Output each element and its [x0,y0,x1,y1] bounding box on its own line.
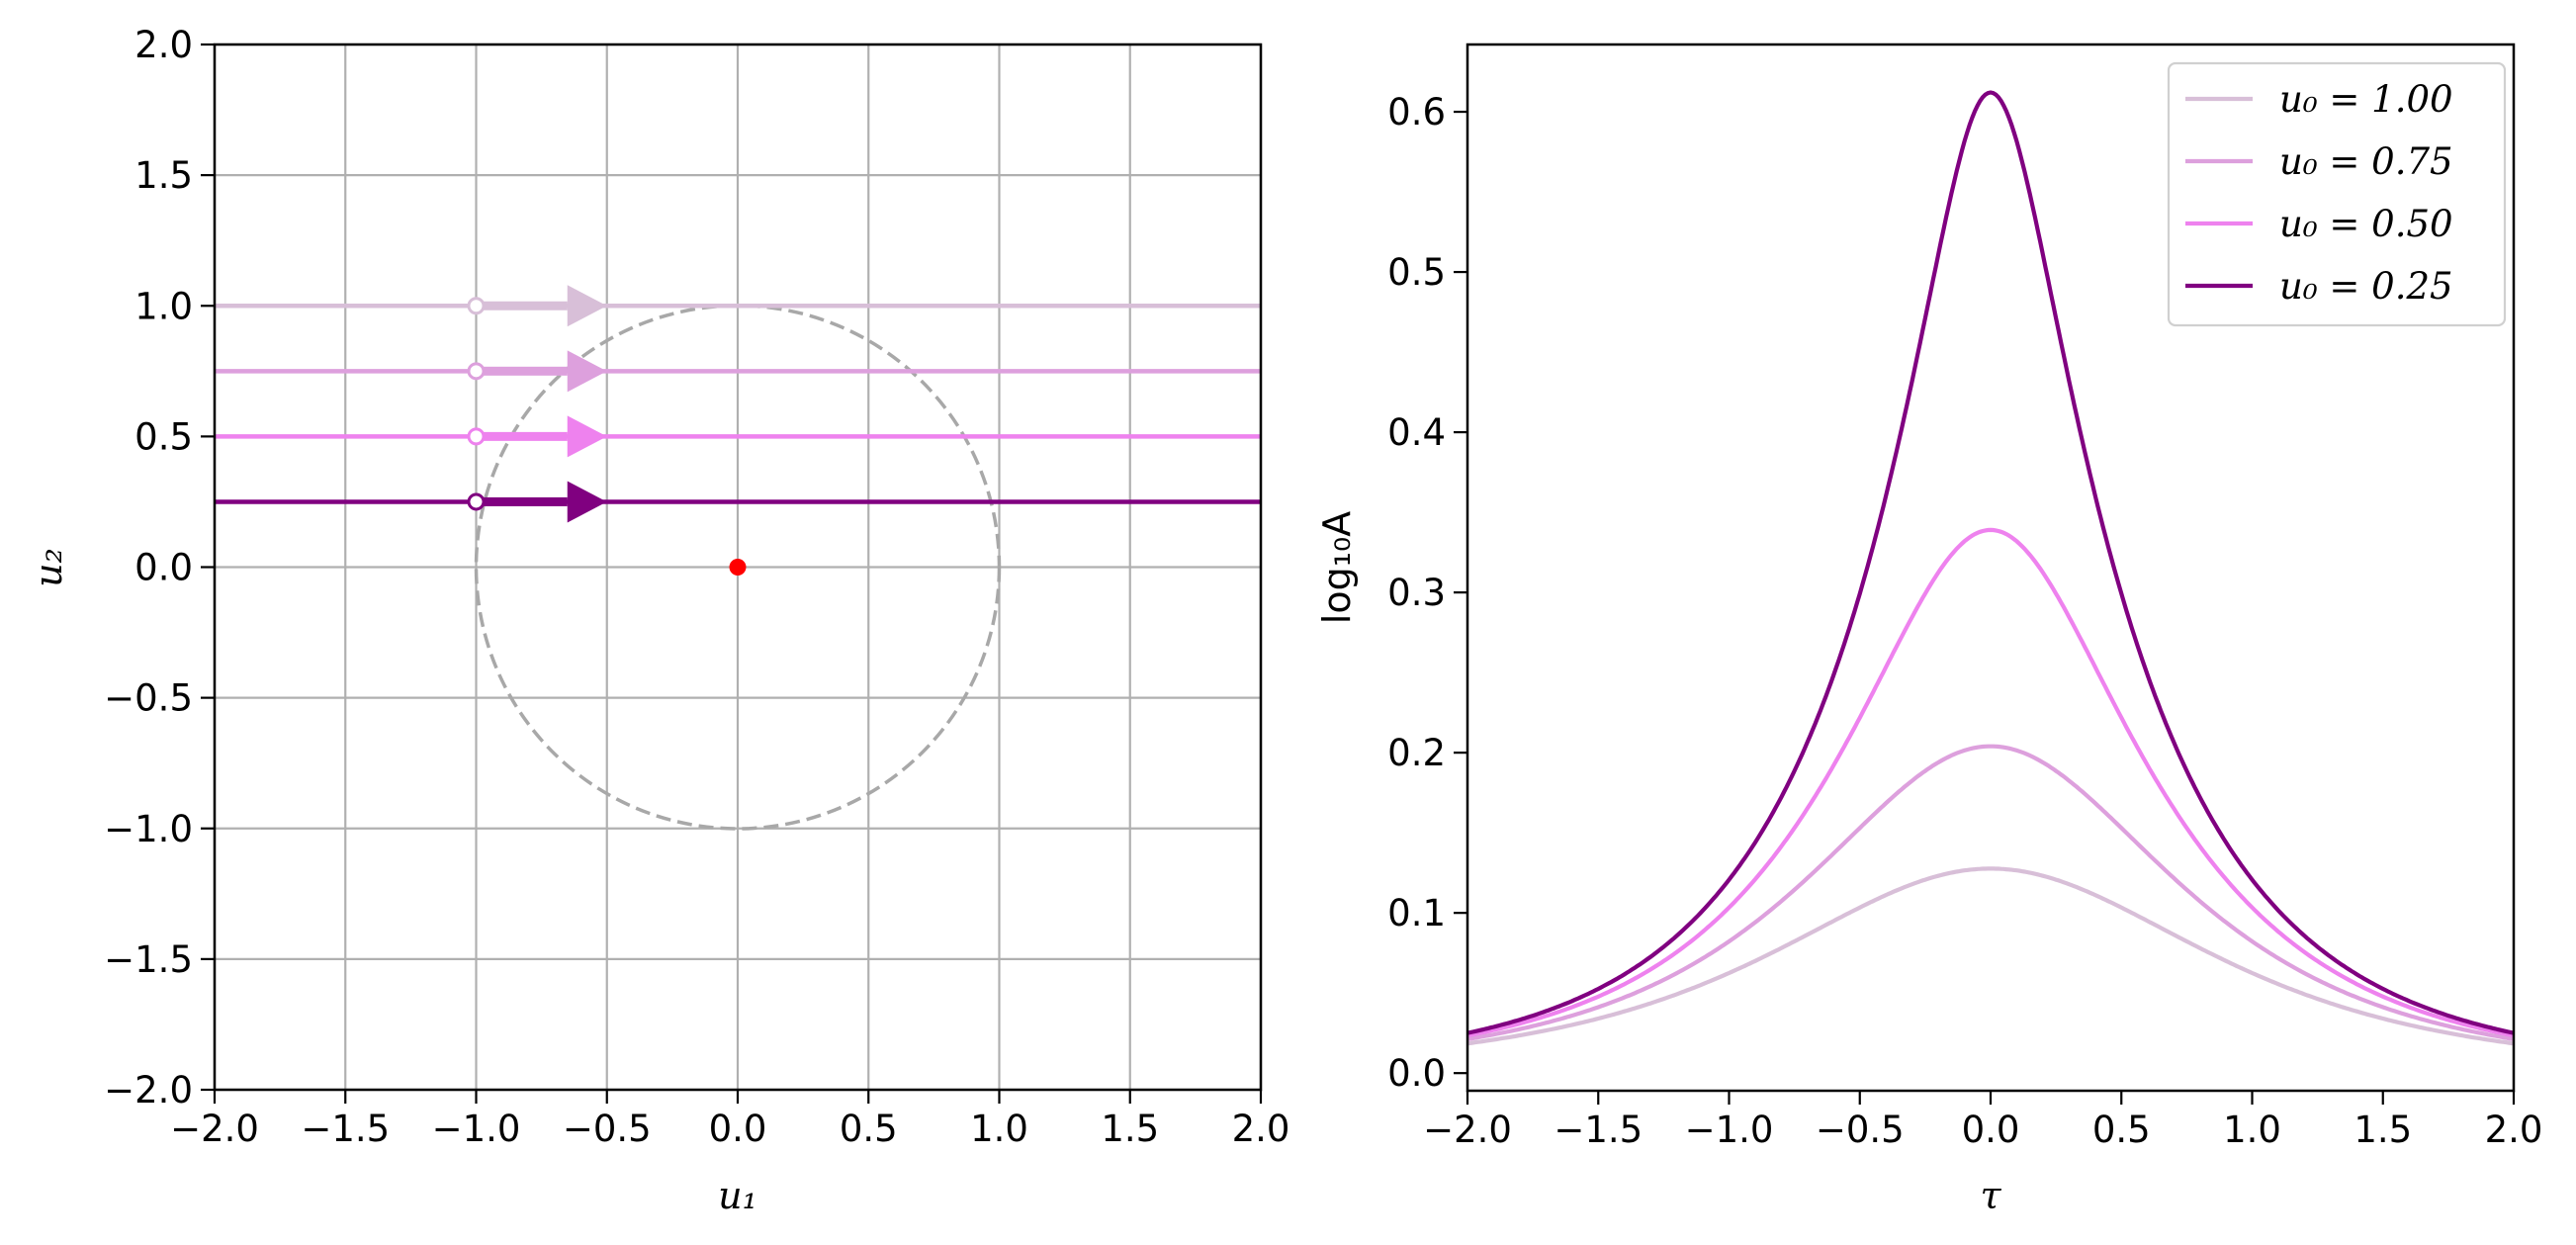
x-tick-label: −1.0 [432,1108,521,1150]
x-tick-label: −0.5 [1816,1109,1905,1151]
x-tick-label: 0.5 [2092,1109,2151,1151]
y-tick-label: 1.0 [134,285,193,327]
legend: u₀ = 1.00 u₀ = 0.75 u₀ = 0.50 u₀ = 0.25 [2167,61,2507,327]
legend-label: u₀ = 0.25 [2279,265,2453,308]
trajectory-plot: −2.0 −1.5 −1.0 −0.5 0.0 0.5 1.0 1.5 2.0−2.0−1.5−… [104,24,1289,1150]
y-tick-label: 2.0 [134,24,193,66]
right-ylabel: log₁₀A [1315,511,1359,624]
x-tick-label: −1.5 [1554,1109,1643,1151]
arrow-head [567,481,607,523]
right-xlabel: τ [1980,1174,2001,1217]
y-tick-label: 0.0 [1387,1052,1446,1095]
arrow-shaft [476,366,568,376]
x-tick-label: 2.0 [1232,1108,1290,1150]
arrow-shaft [476,431,568,441]
series-line [1466,866,2515,1046]
start-marker [467,492,486,511]
start-marker [467,297,486,315]
y-tick-label: 0.5 [134,415,193,458]
y-tick-label: 0.1 [1387,892,1446,934]
lens-point [729,559,747,576]
arrow-head [567,350,607,393]
x-tick-label: 0.5 [840,1108,898,1150]
x-tick-label: 1.5 [1101,1108,1159,1150]
y-tick-label: 0.2 [1387,732,1446,774]
y-tick-label: 0.6 [1387,91,1446,133]
x-tick-label: −2.0 [170,1108,259,1150]
y-tick-label: −1.0 [104,808,193,850]
arrow-shaft [476,496,568,506]
x-tick-label: −1.0 [1685,1109,1774,1151]
x-tick-label: −2.0 [1423,1109,1512,1151]
plot-area [215,285,1261,831]
y-tick-label: 0.3 [1387,572,1446,614]
series-line [1466,744,2515,1041]
light-curve-plot: −2.0 −1.5 −1.0 −0.5 0.0 0.5 1.0 1.5 2.0 0.0 0.1 0.2… [1387,43,2543,1151]
x-tick-label: 1.5 [2354,1109,2412,1151]
legend-label: u₀ = 0.75 [2279,140,2453,183]
x-tick-label: 1.0 [970,1108,1028,1150]
start-marker [467,427,486,446]
arrow-head [567,285,607,327]
x-tick-label: −1.5 [301,1108,390,1150]
y-tick-label: 0.0 [134,547,193,589]
y-tick-label: 0.4 [1387,411,1446,454]
y-tick-label: 0.5 [1387,251,1446,294]
y-tick-label: 1.5 [134,154,193,197]
series-line [1466,527,2515,1038]
x-tick-label: 1.0 [2223,1109,2281,1151]
y-tick-label: −2.0 [104,1069,193,1112]
x-tick-label: 0.0 [709,1108,767,1150]
left-xlabel: u₁ [718,1174,757,1217]
x-tick-label: 0.0 [1962,1109,2020,1151]
y-tick-label: −0.5 [104,677,193,720]
legend-label: u₀ = 0.50 [2279,203,2453,245]
y-tick-label: −1.5 [104,938,193,981]
legend-label: u₀ = 1.00 [2279,78,2453,121]
x-tick-label: −0.5 [563,1108,652,1150]
x-tick-label: 2.0 [2485,1109,2543,1151]
arrow-head [567,415,607,458]
arrow-shaft [476,301,568,311]
series-line [1466,90,2515,1035]
legend-box [2167,61,2507,327]
start-marker [467,362,486,381]
left-ylabel: u₂ [27,548,70,587]
